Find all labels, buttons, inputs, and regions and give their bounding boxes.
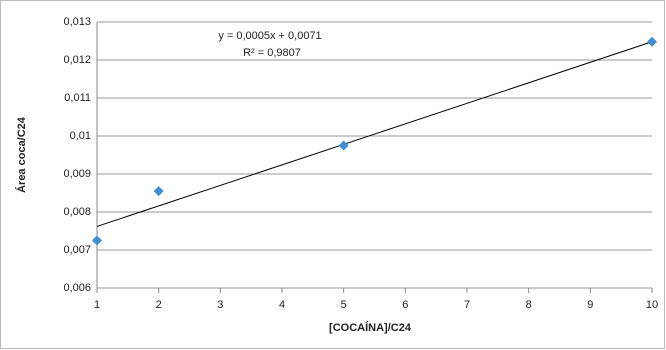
x-tick-label: 1 bbox=[94, 299, 100, 311]
y-tick-label: 0,009 bbox=[63, 168, 91, 180]
x-tick-label: 6 bbox=[402, 299, 408, 311]
x-tick-label: 7 bbox=[464, 299, 470, 311]
x-tick-label: 5 bbox=[341, 299, 347, 311]
x-tick-label: 10 bbox=[646, 299, 658, 311]
x-tick-label: 4 bbox=[279, 299, 285, 311]
y-tick-label: 0,006 bbox=[63, 282, 91, 294]
x-axis-title: [COCAÍNA]/C24 bbox=[329, 321, 412, 334]
point bbox=[647, 36, 657, 47]
annotation: R² = 0,9807 bbox=[243, 47, 301, 59]
x-tick-label: 3 bbox=[217, 299, 223, 311]
point bbox=[338, 140, 349, 151]
y-tick-label: 0,008 bbox=[63, 206, 91, 218]
y-tick-label: 0,012 bbox=[63, 54, 91, 66]
y-tick-label: 0,013 bbox=[63, 16, 91, 28]
annotation: y = 0,0005x + 0,0071 bbox=[218, 30, 321, 42]
x-tick-label: 8 bbox=[526, 299, 532, 311]
point bbox=[153, 186, 164, 197]
y-axis-title: Área coca/C24 bbox=[15, 116, 28, 193]
y-tick-label: 0,01 bbox=[70, 130, 91, 142]
point bbox=[92, 235, 102, 246]
y-tick-label: 0,007 bbox=[63, 244, 91, 256]
x-tick-label: 2 bbox=[156, 299, 162, 311]
y-tick-label: 0,011 bbox=[64, 92, 91, 104]
x-tick-label: 9 bbox=[587, 299, 593, 311]
trendline bbox=[96, 41, 653, 227]
